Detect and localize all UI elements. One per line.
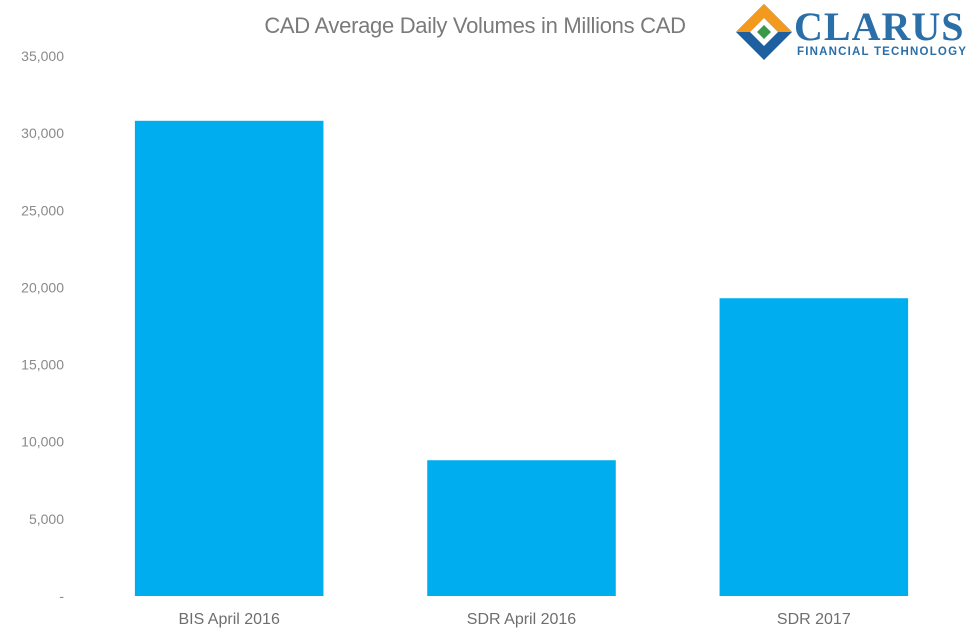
chart-title: CAD Average Daily Volumes in Millions CA… bbox=[264, 13, 685, 38]
y-tick-label: 10,000 bbox=[21, 434, 64, 450]
y-tick-label: 35,000 bbox=[21, 48, 64, 64]
x-tick-label: SDR 2017 bbox=[777, 611, 851, 628]
x-axis: BIS April 2016 SDR April 2016 SDR 2017 bbox=[178, 611, 850, 628]
x-tick-label: BIS April 2016 bbox=[178, 611, 280, 628]
y-tick-label: 30,000 bbox=[21, 125, 64, 141]
logo-subtitle: FINANCIAL TECHNOLOGY bbox=[797, 46, 967, 58]
clarus-logo: CLARUS FINANCIAL TECHNOLOGY bbox=[736, 4, 967, 60]
x-tick-label: SDR April 2016 bbox=[467, 611, 576, 628]
bars bbox=[134, 120, 909, 597]
clarus-diamond-icon bbox=[736, 4, 792, 60]
y-tick-label: 25,000 bbox=[21, 202, 64, 218]
bar bbox=[134, 120, 324, 597]
bar bbox=[719, 298, 909, 596]
y-axis: - 5,000 10,000 15,000 20,000 25,000 30,000 35,0… bbox=[21, 48, 64, 604]
bar bbox=[427, 460, 616, 596]
y-tick-label: 5,000 bbox=[29, 511, 64, 527]
y-tick-label: 15,000 bbox=[21, 357, 64, 373]
y-tick-label: - bbox=[59, 588, 64, 604]
logo-word: CLARUS bbox=[794, 4, 964, 49]
y-tick-label: 20,000 bbox=[21, 279, 64, 295]
